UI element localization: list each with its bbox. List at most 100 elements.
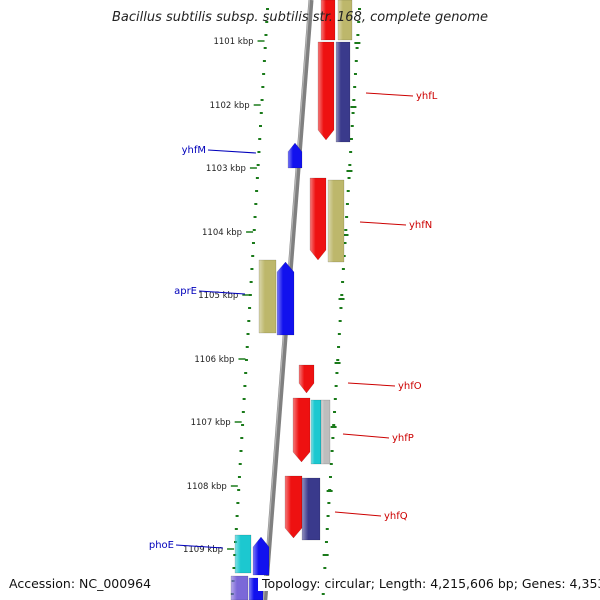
callout-line-aprE	[198, 290, 246, 295]
outer-ring-tick	[330, 450, 334, 452]
outer-ring-tick	[350, 125, 354, 127]
scale-label: 1104 kbp	[202, 228, 242, 238]
feature-arrow-yhfP	[292, 397, 311, 463]
outer-ring-tick	[325, 528, 329, 530]
callout-line-yhfO	[347, 382, 396, 387]
outer-ring-tick	[355, 47, 359, 49]
inner-ring-tick	[245, 346, 249, 348]
scale-label: 1101 kbp	[213, 37, 253, 47]
inner-ring-tick	[264, 34, 268, 36]
inner-ring-tick	[237, 476, 241, 478]
gene-label-yhfQ: yhfQ	[384, 511, 408, 522]
outer-ring-tick	[335, 372, 339, 374]
inner-ring-tick	[238, 463, 242, 465]
feature-arrow-yhfP-cyan	[310, 399, 322, 465]
inner-ring-tick	[265, 21, 269, 23]
callout-line-yhfL	[365, 92, 414, 97]
outer-ring-tick	[324, 541, 328, 543]
feature-arrow-yhfL-partner	[335, 41, 351, 143]
map-title: Bacillus subtilis subsp. subtilis str. 1…	[111, 10, 489, 25]
gene-label-phoE: phoE	[149, 540, 174, 551]
tick-rings	[230, 8, 362, 595]
inner-ring-tick	[252, 229, 256, 231]
inner-ring-tick	[261, 86, 265, 88]
scale-label: 1102 kbp	[210, 101, 250, 111]
callout-line-yhfP	[342, 433, 390, 439]
feature-arrow-yhfO	[298, 364, 315, 394]
inner-ring-tick	[236, 502, 240, 504]
scale-label: 1105 kbp	[198, 291, 238, 301]
scale-label: 1103 kbp	[206, 164, 246, 174]
gene-callouts: yhfL yhfM yhfN aprE yhfO yhfP yhfQ phoE	[149, 91, 438, 551]
inner-ring-tick	[251, 242, 255, 244]
inner-ring-tick	[240, 437, 244, 439]
inner-ring-tick	[243, 385, 247, 387]
inner-ring-tick	[259, 125, 262, 127]
outer-ring-tick	[332, 424, 336, 426]
inner-ring-tick	[248, 307, 252, 309]
feature-arrow-aprE	[276, 261, 295, 336]
kbp-scale: 1101 kbp 1102 kbp 1103 kbp 1104 kbp 1105 kbp…	[183, 37, 265, 555]
feature-arrow-yhfL	[317, 41, 335, 141]
outer-ring-tick	[333, 411, 337, 413]
outer-ring-tick	[344, 229, 348, 231]
outer-ring-tick	[328, 476, 332, 478]
inner-ring-tick	[246, 333, 250, 335]
inner-ring-tick	[237, 489, 241, 491]
outer-ring-tick	[339, 307, 343, 309]
inner-ring-tick	[249, 281, 253, 283]
inner-ring-tick	[247, 320, 251, 322]
outer-ring-tick	[341, 281, 345, 283]
inner-ring-tick	[242, 398, 246, 400]
outer-ring-tick	[338, 320, 342, 322]
feature-arrow-yhfM	[287, 142, 303, 169]
feature-arrows	[230, 0, 353, 600]
outer-ring-tick	[341, 268, 345, 270]
outer-ring-tick	[343, 242, 347, 244]
inner-ring-tick	[241, 411, 245, 413]
feature-arrow-yhfN-partner	[327, 179, 345, 263]
inner-ring-tick	[250, 268, 254, 270]
outer-ring-tick	[351, 112, 355, 114]
inner-ring-tick	[266, 8, 270, 10]
scale-label: 1108 kbp	[187, 482, 227, 492]
inner-ring-tick	[255, 177, 259, 179]
inner-ring-tick	[257, 151, 261, 153]
outer-ring-major-tick	[326, 490, 333, 492]
scale-label: 1107 kbp	[191, 418, 231, 428]
outer-ring-tick	[337, 333, 341, 335]
outer-ring-tick	[348, 164, 352, 166]
inner-ring-tick	[235, 515, 239, 517]
outer-ring-tick	[346, 190, 350, 192]
feature-arrow-yhfP-grey	[320, 399, 331, 465]
outer-ring-tick	[353, 73, 357, 75]
outer-ring-tick	[323, 567, 327, 569]
outer-ring-tick	[329, 463, 333, 465]
outer-ring-tick	[336, 359, 340, 361]
outer-ring-tick	[353, 86, 357, 88]
inner-ring-tick	[239, 450, 243, 452]
feature-arrow-bottom-lavender	[230, 575, 249, 600]
outer-ring-major-tick	[354, 42, 361, 44]
outer-ring-tick	[327, 502, 331, 504]
gene-label-yhfM: yhfM	[182, 145, 206, 156]
callout-line-yhfQ	[334, 511, 382, 517]
outer-ring-major-tick	[350, 106, 357, 108]
inner-ring-tick	[258, 138, 262, 140]
inner-ring-tick	[251, 255, 255, 257]
inner-ring-tick	[260, 99, 264, 101]
scale-label: 1109 kbp	[183, 545, 223, 555]
accession-text: Accession: NC_000964	[9, 576, 152, 591]
gene-label-yhfP: yhfP	[392, 433, 414, 444]
outer-ring-tick	[347, 177, 351, 179]
outer-ring-tick	[340, 294, 344, 296]
outer-ring-tick	[354, 60, 358, 62]
outer-ring-tick	[349, 138, 353, 140]
inner-ring-tick	[259, 112, 263, 114]
callout-line-yhfM	[207, 149, 257, 154]
outer-ring-major-tick	[322, 554, 329, 556]
callout-line-phoE	[175, 544, 224, 549]
outer-ring-tick	[357, 21, 361, 23]
